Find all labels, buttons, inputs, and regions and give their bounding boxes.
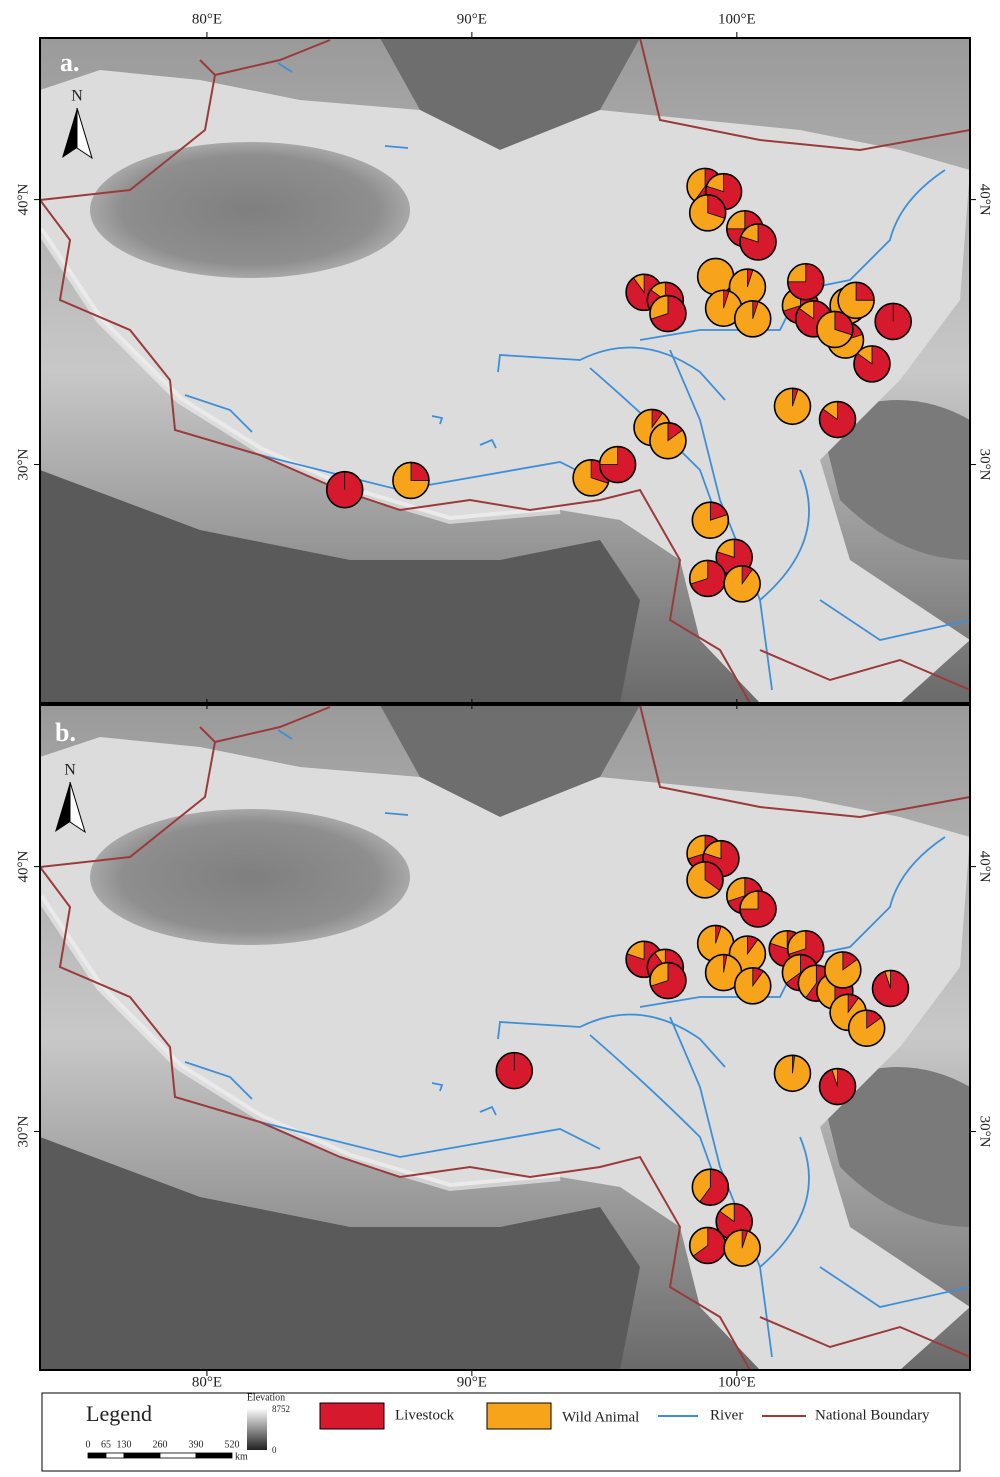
y-tick-label: 40°N: [977, 184, 993, 216]
elevation-bar: [247, 1408, 267, 1450]
scale-label: 260: [153, 1439, 168, 1450]
page: {"map": { "xlim": [73.7, 108.8], "ylim":…: [0, 0, 1000, 1477]
x-tick-label: 100°E: [718, 1374, 756, 1390]
legend-label: Livestock: [395, 1407, 455, 1423]
scale-segment: [196, 1453, 232, 1458]
legend-label: Wild Animal: [562, 1409, 639, 1425]
y-tick-label: 40°N: [15, 851, 31, 883]
y-tick-label: 40°N: [977, 851, 993, 883]
panel-label: a.: [60, 48, 80, 77]
scale-label: 520: [225, 1439, 240, 1450]
figure: a. b. N N Legend Elevation 8752 0 Livest…: [0, 0, 1000, 1477]
elevation-title: Elevation: [247, 1392, 285, 1403]
terrain-b: [40, 705, 970, 1370]
x-tick-label: 80°E: [192, 1374, 222, 1390]
y-tick-label: 30°N: [15, 1115, 31, 1147]
scale-unit: km: [235, 1451, 248, 1462]
scale-segment: [124, 1453, 160, 1458]
panel-label: b.: [55, 718, 76, 747]
x-tick-label: 100°E: [718, 11, 756, 27]
legend: Legend Elevation 8752 0 Livestock Wild A…: [42, 1392, 960, 1471]
legend-swatch: [487, 1403, 551, 1429]
x-tick-label: 90°E: [457, 11, 487, 27]
y-tick-label: 30°N: [15, 448, 31, 480]
scale-label: 0: [86, 1439, 91, 1450]
y-tick-label: 40°N: [15, 184, 31, 216]
legend-label: National Boundary: [815, 1407, 930, 1423]
scale-segment: [88, 1453, 106, 1458]
y-tick-label: 30°N: [977, 449, 993, 481]
scale-segment: [106, 1453, 124, 1458]
terrain-a: [40, 38, 970, 703]
legend-label: River: [710, 1407, 743, 1423]
legend-swatch: [320, 1403, 384, 1429]
north-label: N: [64, 762, 76, 779]
x-tick-label: 90°E: [457, 1374, 487, 1390]
scale-label: 130: [117, 1439, 132, 1450]
elevation-max: 8752: [272, 1404, 290, 1414]
y-tick-label: 30°N: [977, 1116, 993, 1148]
x-tick-label: 80°E: [192, 11, 222, 27]
scale-segment: [160, 1453, 196, 1458]
north-label: N: [71, 88, 83, 105]
scale-label: 65: [101, 1439, 111, 1450]
elevation-min: 0: [272, 1445, 277, 1455]
scale-label: 390: [189, 1439, 204, 1450]
legend-title: Legend: [86, 1401, 152, 1426]
